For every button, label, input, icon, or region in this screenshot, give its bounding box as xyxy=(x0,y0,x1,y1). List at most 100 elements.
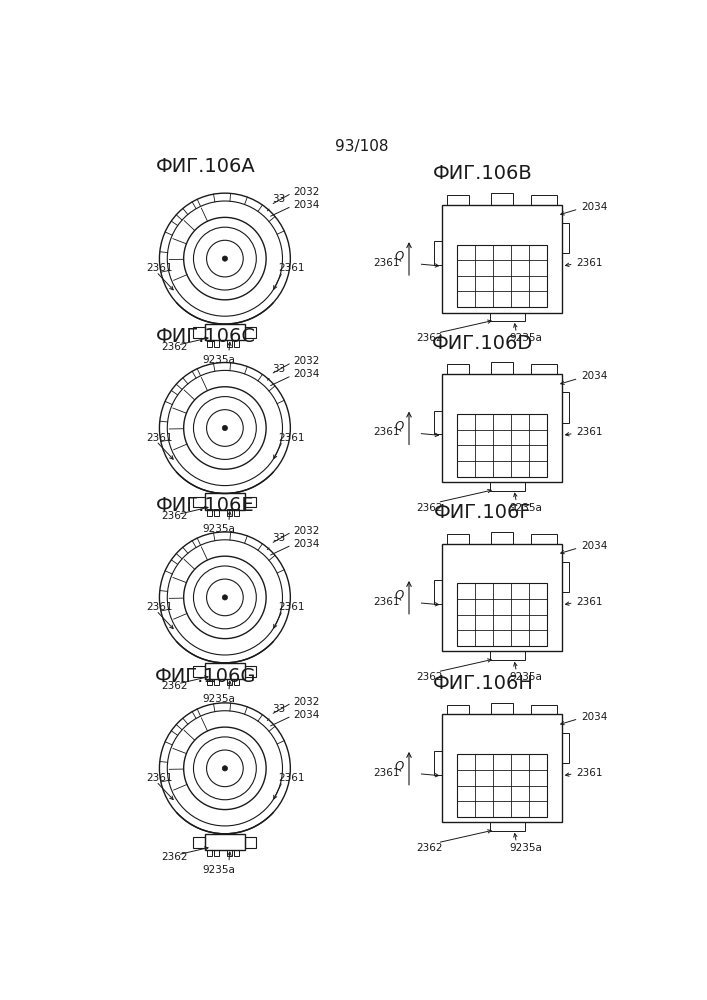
Bar xyxy=(194,666,205,677)
Text: 33: 33 xyxy=(267,194,285,211)
Text: 9235a: 9235a xyxy=(509,333,542,343)
Text: 2032: 2032 xyxy=(293,187,320,197)
Bar xyxy=(233,509,239,516)
Text: 2362: 2362 xyxy=(160,681,187,691)
Text: Q: Q xyxy=(395,250,404,263)
Bar xyxy=(434,580,443,604)
Text: 33: 33 xyxy=(267,533,285,550)
Bar xyxy=(207,850,212,856)
Text: 2362: 2362 xyxy=(416,503,443,513)
Text: 2034: 2034 xyxy=(581,202,607,212)
Bar xyxy=(434,411,443,434)
Bar xyxy=(205,324,245,340)
Circle shape xyxy=(222,766,228,771)
Text: ФИГ.106С: ФИГ.106С xyxy=(156,327,256,346)
Text: 2361: 2361 xyxy=(576,597,602,607)
Bar xyxy=(443,544,562,651)
Bar xyxy=(443,205,562,312)
Bar xyxy=(233,850,239,856)
Text: 93/108: 93/108 xyxy=(335,139,389,154)
Bar xyxy=(233,679,239,685)
Text: 9235a: 9235a xyxy=(202,524,235,534)
Bar xyxy=(194,837,205,848)
Bar xyxy=(194,327,205,338)
Text: 2361: 2361 xyxy=(279,263,305,273)
Text: 2361: 2361 xyxy=(279,433,305,443)
Text: 33: 33 xyxy=(267,704,285,721)
Text: ФИГ.106H: ФИГ.106H xyxy=(433,674,533,693)
Bar xyxy=(531,534,557,544)
Text: ФИГ.106Е: ФИГ.106Е xyxy=(156,496,255,515)
Text: ФИГ.106А: ФИГ.106А xyxy=(156,157,255,176)
Bar xyxy=(489,312,525,321)
Bar xyxy=(562,392,569,423)
Bar xyxy=(227,340,232,347)
Text: 2032: 2032 xyxy=(293,356,320,366)
Bar xyxy=(233,340,239,347)
Bar xyxy=(207,679,212,685)
Text: 2034: 2034 xyxy=(293,200,320,210)
Bar xyxy=(214,340,219,347)
Bar xyxy=(448,534,469,544)
Bar xyxy=(531,195,557,205)
Text: 2362: 2362 xyxy=(416,672,443,682)
Bar xyxy=(489,651,525,660)
Circle shape xyxy=(222,256,228,261)
Bar xyxy=(531,364,557,374)
Bar xyxy=(207,509,212,516)
Bar xyxy=(214,679,219,685)
Bar xyxy=(448,364,469,374)
Bar xyxy=(245,837,257,848)
Text: 9235a: 9235a xyxy=(202,865,235,875)
Text: 2361: 2361 xyxy=(576,258,602,268)
Bar xyxy=(205,663,245,679)
Text: 2361: 2361 xyxy=(373,597,399,607)
Text: 2034: 2034 xyxy=(293,539,320,549)
Text: 2361: 2361 xyxy=(146,263,173,273)
Text: Q: Q xyxy=(395,589,404,602)
Bar xyxy=(448,705,469,714)
Text: 2361: 2361 xyxy=(576,768,602,778)
Bar xyxy=(491,532,513,544)
Text: 9235a: 9235a xyxy=(202,694,235,704)
Text: 2361: 2361 xyxy=(279,602,305,612)
Text: 2361: 2361 xyxy=(373,427,399,437)
Text: 33: 33 xyxy=(267,364,285,380)
Bar xyxy=(245,497,257,507)
Bar xyxy=(205,493,245,510)
Text: ФИГ.106G: ФИГ.106G xyxy=(155,667,257,686)
Bar xyxy=(434,751,443,775)
Bar xyxy=(434,241,443,265)
Bar xyxy=(207,340,212,347)
Text: 2361: 2361 xyxy=(146,433,173,443)
Text: 9235a: 9235a xyxy=(202,355,235,365)
Bar xyxy=(443,714,562,822)
Text: Q: Q xyxy=(395,419,404,432)
Text: 2032: 2032 xyxy=(293,697,320,707)
Text: 2034: 2034 xyxy=(581,371,607,381)
Bar xyxy=(245,327,257,338)
Text: 2034: 2034 xyxy=(293,369,320,379)
Text: 2362: 2362 xyxy=(160,342,187,352)
Text: 2362: 2362 xyxy=(416,843,443,853)
Text: 2032: 2032 xyxy=(293,526,320,536)
Bar xyxy=(457,414,547,477)
Text: 2362: 2362 xyxy=(416,333,443,343)
Bar xyxy=(227,679,232,685)
Text: 2362: 2362 xyxy=(160,852,187,862)
Bar xyxy=(489,482,525,491)
Text: 2361: 2361 xyxy=(279,773,305,783)
Bar xyxy=(489,822,525,831)
Text: 2361: 2361 xyxy=(146,602,173,612)
Bar xyxy=(562,562,569,592)
Text: 9235a: 9235a xyxy=(509,672,542,682)
Bar xyxy=(491,193,513,205)
Text: 9235a: 9235a xyxy=(509,503,542,513)
Text: 2361: 2361 xyxy=(373,768,399,778)
Bar xyxy=(531,705,557,714)
Bar xyxy=(491,703,513,714)
Text: ФИГ.106F: ФИГ.106F xyxy=(434,503,532,522)
Circle shape xyxy=(222,595,228,600)
Text: 2361: 2361 xyxy=(146,773,173,783)
Bar xyxy=(245,666,257,677)
